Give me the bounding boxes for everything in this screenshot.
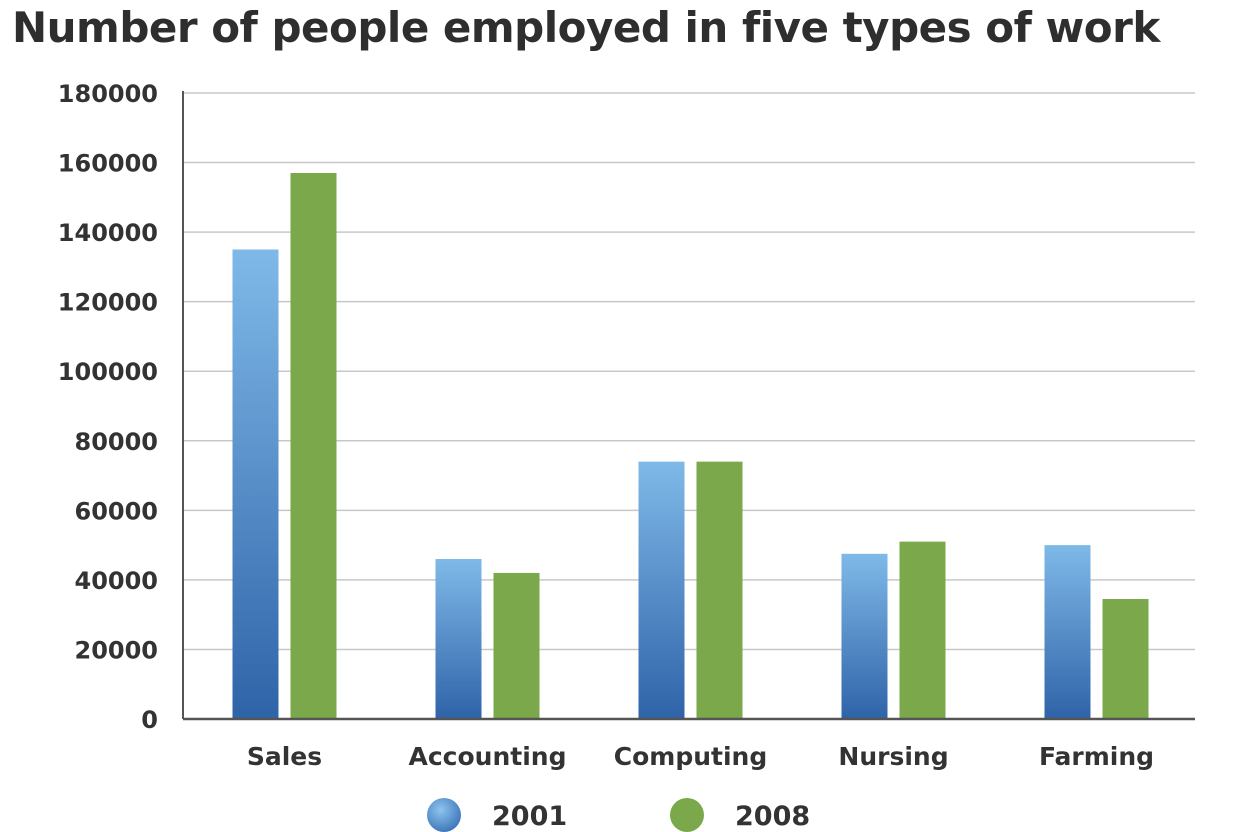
x-tick-label: Nursing	[838, 742, 948, 771]
bar-2001-nursing	[841, 553, 888, 719]
y-tick-label: 40000	[75, 567, 159, 595]
bar-2008-computing	[696, 461, 743, 719]
bar-2008-sales	[290, 172, 337, 719]
bar-2001-accounting	[435, 559, 482, 719]
bar-2001-sales	[232, 249, 279, 719]
x-tick-label: Accounting	[409, 742, 567, 771]
y-tick-label: 20000	[75, 636, 159, 664]
y-tick-label: 100000	[58, 358, 158, 386]
y-tick-label: 120000	[58, 289, 158, 317]
legend: 2001 2008	[427, 798, 810, 832]
y-tick-label: 140000	[58, 219, 158, 247]
legend-marker-2008	[670, 798, 704, 832]
y-tick-label: 160000	[58, 150, 158, 178]
y-tick-label: 60000	[75, 497, 159, 525]
chart-title: Number of people employed in five types …	[12, 3, 1160, 52]
bar-2001-computing	[638, 461, 685, 719]
y-tick-label: 0	[141, 706, 158, 734]
x-tick-label: Farming	[1039, 742, 1154, 771]
x-tick-label: Computing	[614, 742, 767, 771]
bars	[232, 172, 1149, 719]
x-tick-label: Sales	[247, 742, 322, 771]
y-tick-label: 180000	[58, 80, 158, 108]
bar-2001-farming	[1044, 545, 1091, 719]
axes	[182, 91, 1195, 721]
y-axis-ticks: 0 20000 40000 60000 80000 100000 120000 140000 1…	[58, 80, 158, 734]
legend-label-2001: 2001	[492, 801, 567, 832]
x-axis-ticks: Sales Accounting Computing Nursing Farming	[247, 742, 1154, 771]
bar-2008-nursing	[899, 541, 946, 719]
y-tick-label: 80000	[75, 428, 159, 456]
gridlines	[183, 92, 1195, 651]
bar-2008-farming	[1102, 599, 1149, 719]
legend-marker-2001	[427, 798, 461, 832]
legend-label-2008: 2008	[735, 801, 810, 832]
bar-2008-accounting	[493, 572, 540, 719]
